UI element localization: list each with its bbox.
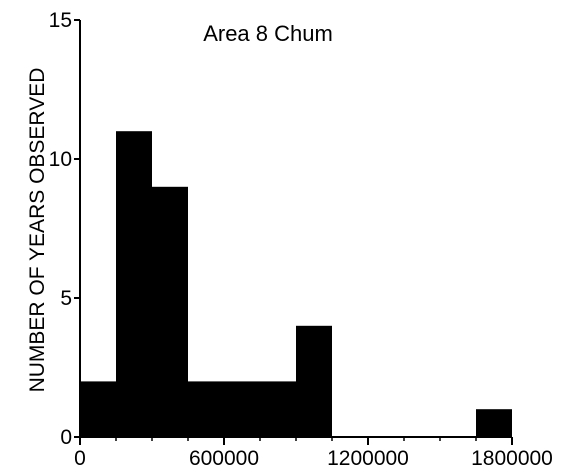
x-tick-label-2: 1200000 xyxy=(327,447,409,470)
y-tick-label-3: 15 xyxy=(49,9,72,32)
histogram-bar-2 xyxy=(152,186,188,437)
y-axis-label: NUMBER OF YEARS OBSERVED xyxy=(26,68,49,393)
chart-title: Area 8 Chum xyxy=(203,21,333,46)
tick-marks xyxy=(74,19,513,445)
x-tick-label-3: 1800000 xyxy=(471,447,553,470)
histogram-bar-1 xyxy=(116,131,152,437)
y-tick-label-0: 0 xyxy=(60,426,72,449)
y-tick-label-2: 10 xyxy=(49,148,72,171)
histogram-bar-3 xyxy=(188,381,224,437)
histogram-bar-4 xyxy=(224,381,260,437)
tick-labels: 0 5 10 15 0 600000 1200000 1800000 xyxy=(49,9,553,470)
x-tick-label-1: 600000 xyxy=(189,447,259,470)
y-tick-label-1: 5 xyxy=(60,287,72,310)
bar-group xyxy=(80,131,512,437)
histogram-bar-5 xyxy=(260,381,296,437)
histogram-bar-0 xyxy=(80,381,116,437)
histogram-bar-11 xyxy=(476,409,512,437)
x-tick-label-0: 0 xyxy=(74,447,86,470)
histogram-bar-6 xyxy=(296,325,332,437)
